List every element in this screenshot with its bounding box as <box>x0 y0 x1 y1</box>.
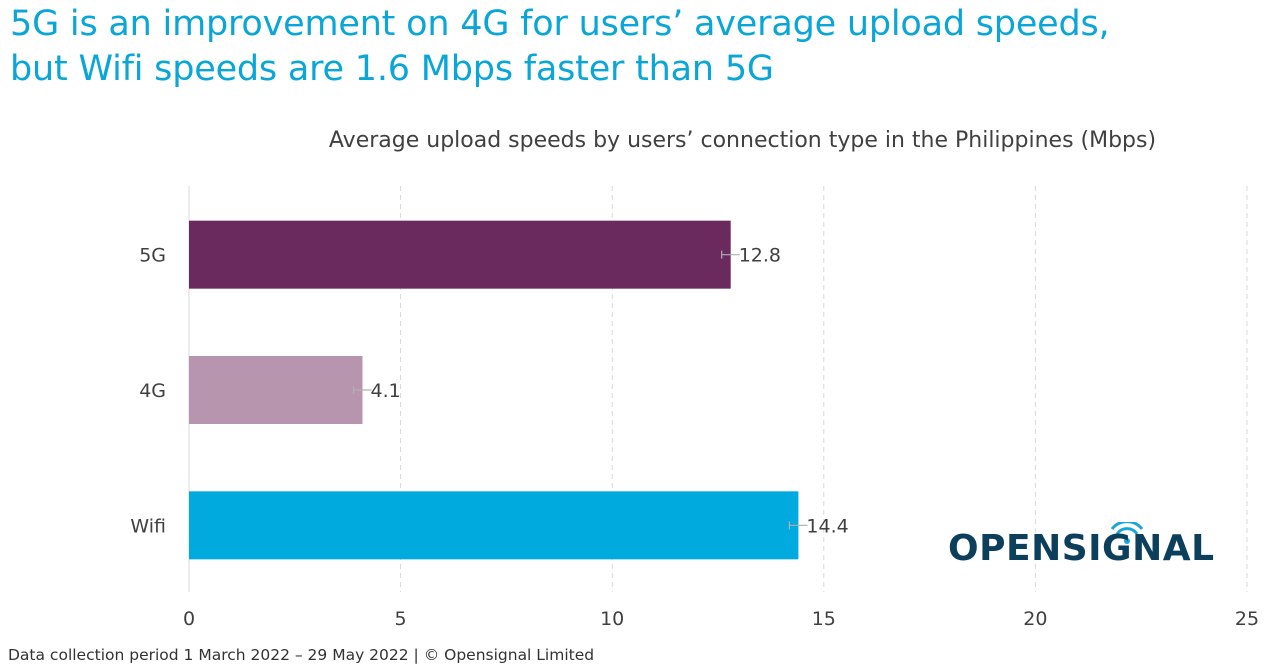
value-labels: 12.8 4.1 14.4 <box>371 245 849 538</box>
x-tick-label: 25 <box>1235 608 1259 630</box>
opensignal-logo: OPENSIGNAL <box>948 522 1248 578</box>
category-labels: 5G 4G Wifi <box>130 245 166 538</box>
x-tick-label: 15 <box>812 608 836 630</box>
bar-4g <box>189 356 363 424</box>
category-label: 4G <box>139 380 166 402</box>
bar-wifi <box>189 491 799 560</box>
headline: 5G is an improvement on 4G for users’ av… <box>10 2 1110 92</box>
category-label: Wifi <box>130 515 166 537</box>
x-tick-label: 0 <box>183 608 195 630</box>
bars <box>189 220 808 560</box>
x-tick-label: 20 <box>1023 608 1047 630</box>
footer-note: Data collection period 1 March 2022 – 29… <box>8 646 595 664</box>
x-tick-label: 5 <box>395 608 407 630</box>
bar-5g <box>189 220 731 289</box>
signal-icon <box>1110 522 1144 544</box>
x-tick-label: 10 <box>600 608 624 630</box>
headline-line-1: 5G is an improvement on 4G for users’ av… <box>10 4 1110 44</box>
value-label: 12.8 <box>739 245 781 267</box>
value-label: 4.1 <box>371 380 401 402</box>
category-label: 5G <box>139 245 166 267</box>
logo-text: OPENSIGNAL <box>948 528 1215 569</box>
chart-title: Average upload speeds by users’ connecti… <box>328 128 1157 153</box>
headline-line-2: but Wifi speeds are 1.6 Mbps faster than… <box>10 49 774 89</box>
x-tick-labels: 0 5 10 15 20 25 <box>183 608 1259 630</box>
value-label: 14.4 <box>806 515 848 537</box>
